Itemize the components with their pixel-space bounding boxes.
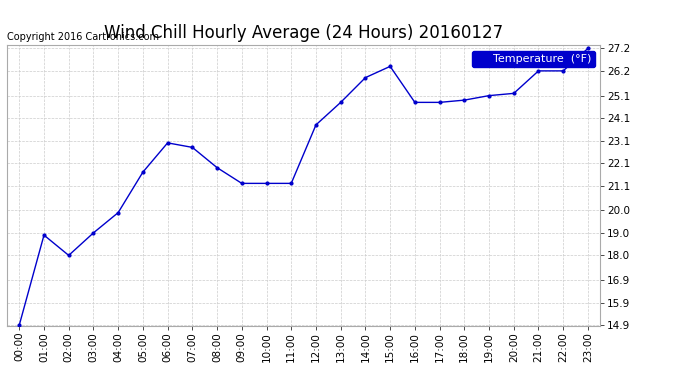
Title: Wind Chill Hourly Average (24 Hours) 20160127: Wind Chill Hourly Average (24 Hours) 201…	[104, 24, 503, 42]
Temperature  (°F)	[460, 98, 469, 102]
Temperature  (°F)	[559, 69, 567, 73]
Temperature  (°F)	[139, 170, 147, 174]
Temperature  (°F)	[164, 141, 172, 145]
Legend: Temperature  (°F): Temperature (°F)	[472, 51, 595, 67]
Temperature  (°F)	[362, 75, 370, 80]
Temperature  (°F)	[411, 100, 419, 105]
Temperature  (°F)	[15, 323, 23, 327]
Temperature  (°F)	[534, 69, 542, 73]
Temperature  (°F)	[114, 210, 122, 215]
Temperature  (°F)	[386, 64, 394, 69]
Line: Temperature  (°F): Temperature (°F)	[17, 46, 591, 328]
Temperature  (°F)	[435, 100, 444, 105]
Temperature  (°F)	[213, 165, 221, 170]
Temperature  (°F)	[89, 231, 97, 235]
Temperature  (°F)	[237, 181, 246, 186]
Temperature  (°F)	[262, 181, 270, 186]
Text: Copyright 2016 Cartronics.com: Copyright 2016 Cartronics.com	[7, 32, 159, 42]
Temperature  (°F)	[188, 145, 197, 150]
Temperature  (°F)	[510, 91, 518, 96]
Temperature  (°F)	[485, 93, 493, 98]
Temperature  (°F)	[584, 46, 592, 51]
Temperature  (°F)	[312, 123, 320, 127]
Temperature  (°F)	[287, 181, 295, 186]
Temperature  (°F)	[65, 253, 73, 258]
Temperature  (°F)	[337, 100, 345, 105]
Temperature  (°F)	[40, 233, 48, 237]
